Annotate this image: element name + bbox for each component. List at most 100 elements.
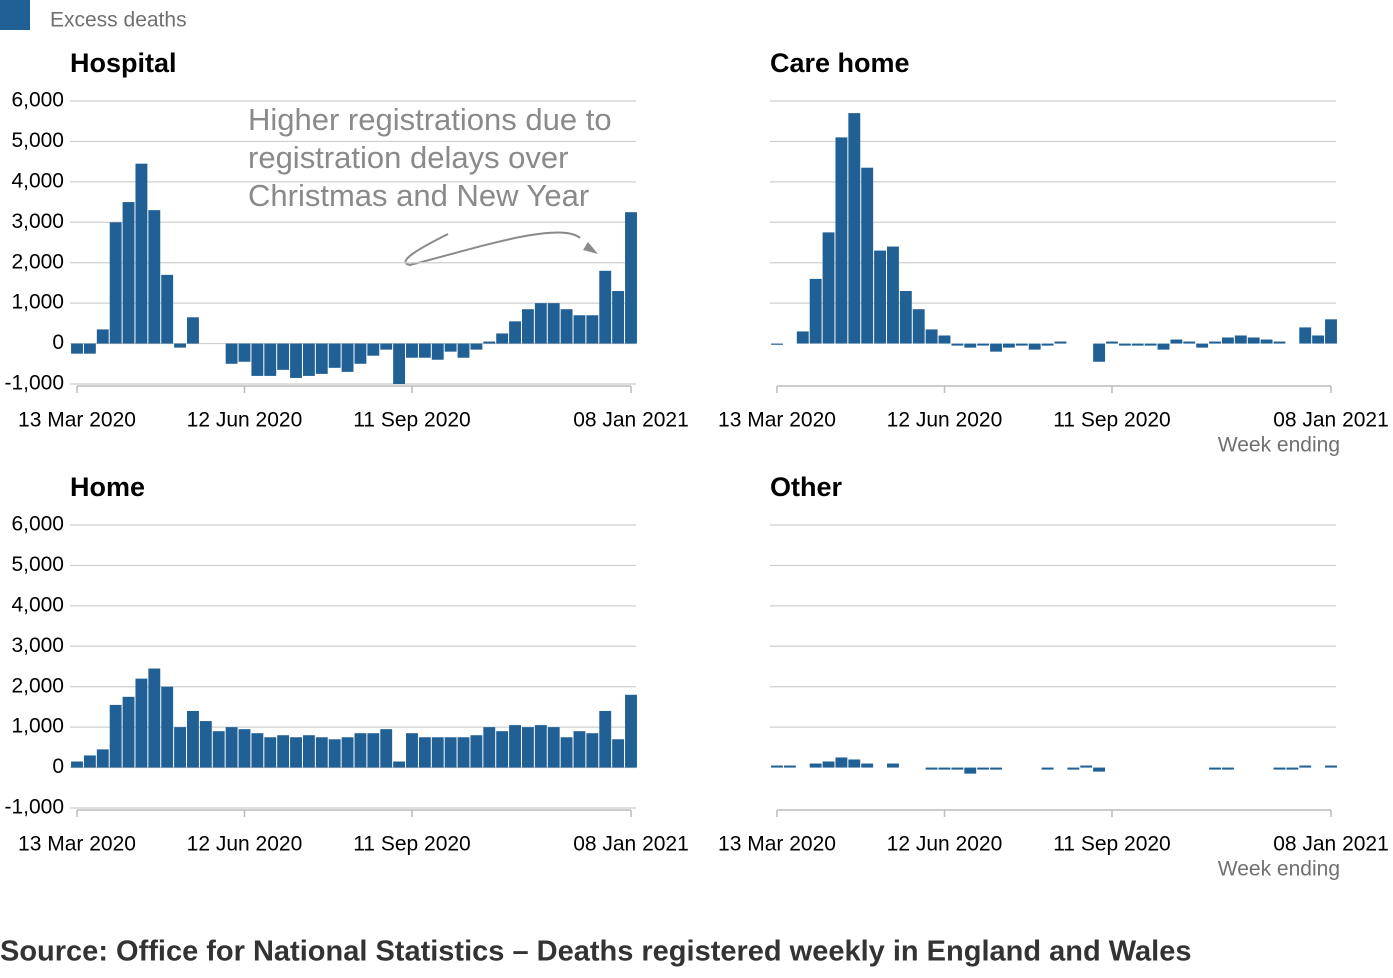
x-tick-label: 11 Sep 2020	[1053, 833, 1171, 856]
x-tick-label: 08 Jan 2021	[573, 833, 689, 856]
bar	[380, 729, 393, 768]
annotation: Christmas and New Year	[248, 178, 589, 213]
bar	[161, 686, 174, 768]
bar	[848, 759, 861, 768]
annotation-arrow	[404, 231, 581, 267]
y-tick-label: 4,000	[11, 169, 64, 192]
bar	[251, 733, 264, 768]
bar	[560, 309, 573, 344]
bar	[135, 163, 148, 344]
bar	[71, 761, 83, 768]
bar	[899, 291, 912, 344]
bar	[393, 343, 406, 384]
bar	[212, 731, 225, 768]
bar	[1054, 341, 1067, 344]
bar	[354, 343, 367, 364]
bar	[96, 329, 109, 344]
bar	[1002, 343, 1015, 348]
y-tick-label: 1,000	[11, 291, 64, 314]
bar	[612, 291, 625, 344]
bar	[406, 343, 418, 358]
bar	[1209, 767, 1221, 770]
bar	[521, 309, 534, 344]
x-tick-label: 11 Sep 2020	[353, 833, 471, 856]
bar	[483, 341, 496, 344]
bar	[315, 343, 328, 374]
bar	[161, 274, 174, 344]
bar	[148, 210, 161, 344]
bar	[122, 696, 135, 768]
bar	[912, 309, 925, 344]
bar	[1093, 343, 1106, 362]
bar	[783, 765, 796, 768]
bar	[1260, 339, 1273, 344]
x-tick-label: 11 Sep 2020	[1053, 409, 1171, 432]
bar	[861, 763, 874, 768]
bar	[225, 343, 238, 364]
bar	[96, 749, 109, 768]
bar	[938, 767, 951, 770]
bar	[990, 767, 1002, 770]
y-tick-label: 5,000	[11, 553, 64, 576]
bar	[1325, 319, 1337, 344]
y-tick-label: 3,000	[11, 210, 64, 233]
x-tick-label: 11 Sep 2020	[353, 409, 471, 432]
y-tick-label: -1,000	[4, 372, 64, 395]
bar	[109, 222, 122, 344]
bar	[835, 137, 848, 344]
bar	[302, 343, 315, 376]
bar	[406, 733, 418, 768]
bar	[1247, 337, 1260, 344]
bar	[625, 694, 637, 768]
bar	[341, 343, 354, 372]
bar	[874, 250, 887, 344]
chart-title: Home	[70, 472, 145, 502]
legend-swatch	[0, 0, 30, 30]
bar	[534, 725, 547, 768]
x-tick-label: 13 Mar 2020	[718, 833, 836, 856]
source: Source: Office for National Statistics –…	[0, 936, 1191, 968]
bar	[835, 757, 848, 768]
bar	[1273, 767, 1286, 770]
bar	[848, 113, 861, 344]
bar	[1221, 767, 1234, 770]
bar	[534, 303, 547, 344]
bar	[990, 343, 1002, 352]
bar	[612, 739, 625, 768]
bar	[483, 727, 496, 768]
x-tick-label: 08 Jan 2021	[1273, 409, 1389, 432]
bar	[599, 710, 612, 768]
bar	[509, 321, 521, 344]
bar	[1209, 341, 1221, 344]
bar	[573, 315, 586, 344]
x-tick-label: 13 Mar 2020	[718, 409, 836, 432]
bar	[1067, 767, 1080, 770]
bar	[302, 735, 315, 768]
x-tick-label: 08 Jan 2021	[573, 409, 689, 432]
bar	[573, 731, 586, 768]
bar	[1144, 343, 1157, 346]
bar	[560, 737, 573, 768]
bar	[238, 729, 251, 768]
bar	[1273, 341, 1286, 344]
bar	[431, 343, 444, 360]
x-axis-label: Week ending	[1218, 434, 1340, 457]
bar	[148, 668, 161, 768]
y-tick-label: 1,000	[11, 715, 64, 738]
bar	[264, 343, 277, 376]
bar	[174, 727, 187, 768]
bar	[418, 737, 431, 768]
x-axis-label: Week ending	[1218, 858, 1340, 881]
bar	[290, 343, 302, 378]
bar	[1041, 343, 1054, 346]
y-tick-label: 0	[52, 755, 64, 778]
bar	[341, 737, 354, 768]
bar	[444, 343, 457, 352]
y-tick-label: 2,000	[11, 674, 64, 697]
bar	[951, 767, 964, 770]
bar	[1118, 343, 1131, 346]
bar	[887, 763, 899, 768]
bar	[1221, 337, 1234, 344]
bar	[367, 343, 380, 356]
